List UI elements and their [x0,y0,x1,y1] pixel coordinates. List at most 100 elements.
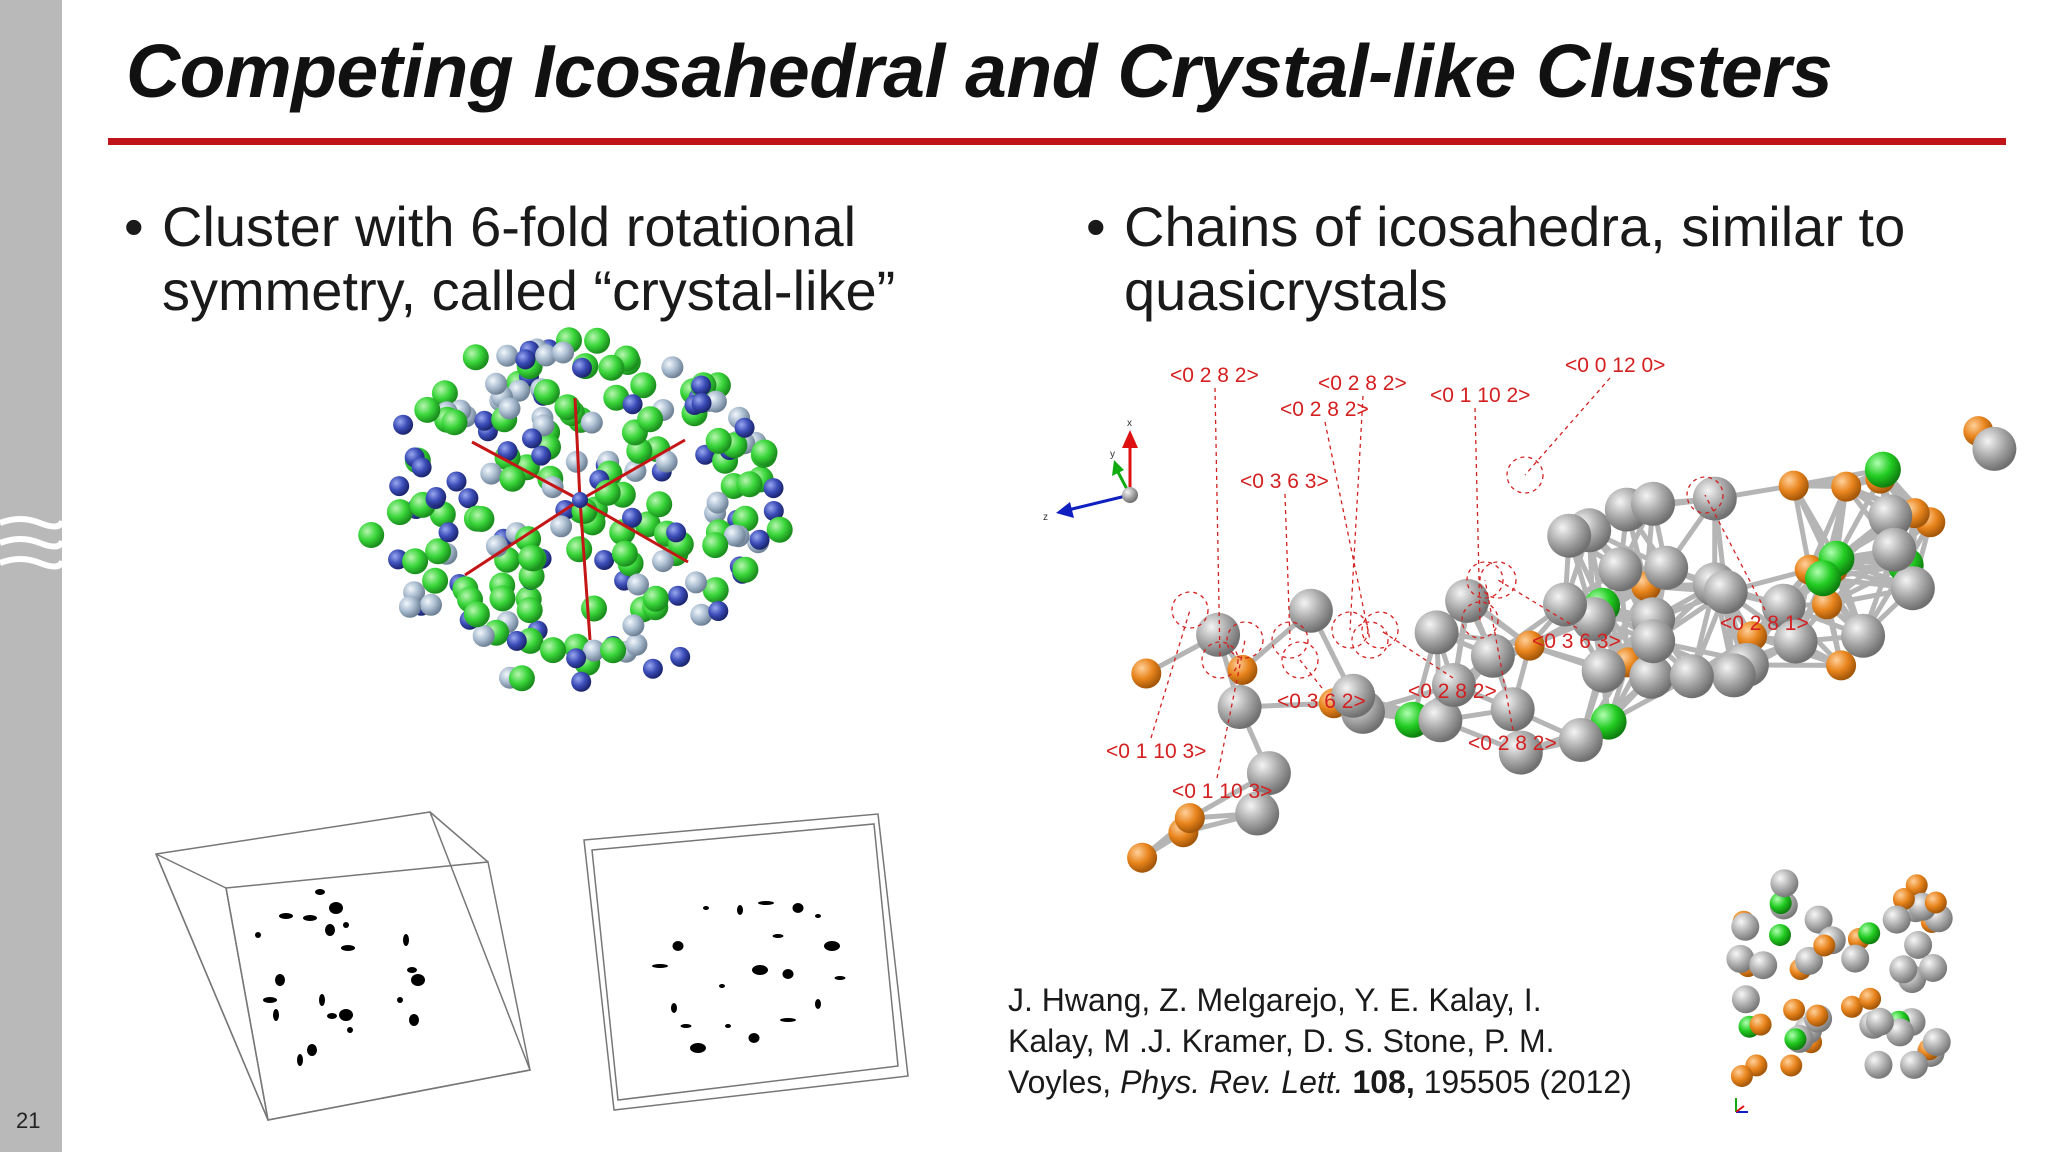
index-leader-line [1214,387,1221,661]
atom [1769,924,1791,946]
atom [627,573,649,596]
density-blob [327,1013,337,1019]
atom [708,601,729,621]
atom [468,506,495,532]
cluster-atoms [358,327,793,692]
atom [646,491,673,518]
density-blob [341,945,355,951]
index-marker-circle [1479,561,1517,599]
atom [1490,687,1535,732]
atom [652,550,674,573]
atom [474,410,495,431]
atom [515,349,536,370]
atom [685,571,707,594]
index-leader-line [1484,579,1514,731]
atom [1889,955,1918,984]
atom [668,585,688,606]
density-blob [315,889,325,895]
atom [1514,630,1545,661]
atom [1498,730,1543,775]
citation-authors-end: Voyles, [1008,1064,1121,1100]
atom [1288,588,1333,633]
atom [1749,951,1778,980]
atom [411,457,432,478]
atom [622,394,643,415]
atom [732,556,759,583]
atom [1418,698,1463,743]
atom [702,532,729,559]
atom [1813,934,1836,957]
atom [550,515,573,538]
atom [1919,954,1948,982]
atom [611,540,638,567]
atom [516,597,543,624]
voronoi-index-label: <0 3 6 3> [1240,470,1329,493]
density-blob [792,903,804,913]
atom [666,522,687,543]
atom [540,637,566,664]
index-marker-circle [1461,601,1499,639]
density-blob [329,902,343,914]
atom [497,441,518,462]
density-blob [671,1003,677,1013]
bullet-right-line1: Chains of icosahedra, similar to [1124,195,1906,258]
atom [691,375,712,396]
density-blob [719,984,725,988]
index-leader-line [1284,493,1291,641]
index-leader-line [1349,395,1364,631]
atom [622,614,645,637]
slide-title: Competing Icosahedral and Crystal-like C… [126,29,1833,113]
density-blob [347,1027,353,1033]
atom [1770,869,1799,898]
atom [584,327,611,354]
atom [661,356,684,379]
bullet-left-line1: Cluster with 6-fold rotational [162,195,857,258]
density-blob [652,964,668,968]
atom [425,538,452,565]
bullet-marker: • [1086,195,1106,258]
atom [1644,545,1689,590]
density-blob [279,913,293,919]
index-marker-circle [1466,561,1504,599]
atom [1731,985,1760,1014]
atom [1726,944,1755,973]
atom [1806,1004,1829,1027]
density-blob [255,932,261,938]
atom [1131,658,1162,689]
bullet-marker: • [124,195,144,258]
index-marker-circle [1171,591,1209,629]
index-leader-line [1150,609,1191,739]
icosahedra-chain-image: x y z <0 2 8 2> <0 2 8 2> <0 2 8 2> <0 1 10… [1043,354,2017,873]
atom [1547,513,1592,558]
citation-journal: Phys. Rev. Lett. [1120,1064,1344,1100]
axis-label-y: y [1110,449,1115,460]
atom [1864,1050,1893,1079]
density-blob [303,915,317,921]
atom [358,522,385,548]
atom [1174,803,1205,834]
small-axis-triad [1735,1098,1748,1113]
citation-volume: 108, [1352,1064,1415,1100]
voronoi-index-label: <0 1 10 3> [1106,740,1206,763]
density-blob [407,967,417,973]
index-leader-line [1704,494,1766,611]
atom [580,411,603,434]
atom [1692,476,1737,521]
density-blob [411,974,425,986]
axis-label-z: z [1043,512,1048,523]
atom [1761,583,1806,628]
density-blob [263,997,277,1003]
index-marker-circle [1361,611,1399,649]
voronoi-index-label: <0 2 8 2> [1408,680,1497,703]
atom [1900,1050,1928,1079]
index-leader-line [1474,407,1481,621]
atom [402,548,429,575]
atom [1924,891,1947,914]
density-blob [815,914,821,918]
atom [630,372,657,399]
voronoi-index-label: <0 2 8 2> [1170,364,1259,387]
atom [749,529,770,550]
atom [566,648,587,669]
atom [446,471,467,492]
atom [1703,570,1748,614]
